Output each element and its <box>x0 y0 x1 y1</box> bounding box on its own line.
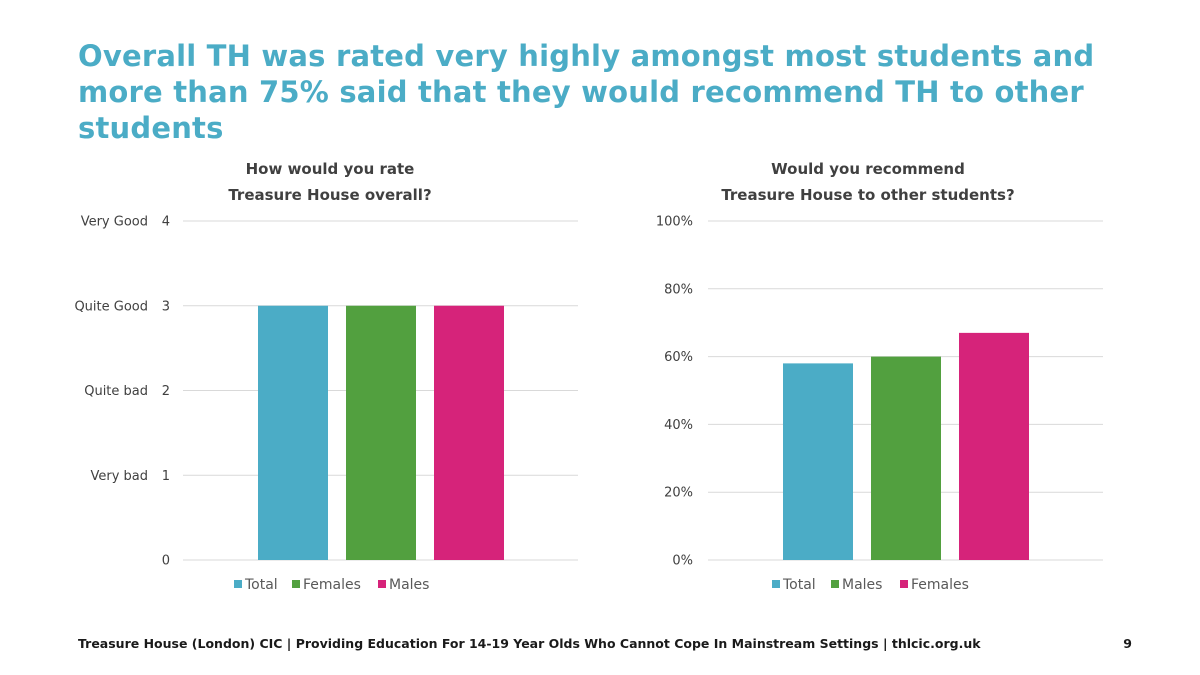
chart1-ycategory-label: Quite bad <box>84 384 148 399</box>
chart2-ytick-label: 80% <box>664 282 693 297</box>
chart2-legend-swatch-females <box>900 580 908 588</box>
chart2-title-line-2: Treasure House to other students? <box>721 186 1014 204</box>
chart2-ytick-label: 20% <box>664 486 693 501</box>
chart1-legend-swatch-females <box>292 580 300 588</box>
page-number: 9 <box>1123 636 1132 651</box>
chart1-legend-label-males: Males <box>389 577 429 593</box>
slide-title: Overall TH was rated very highly amongst… <box>78 39 1095 145</box>
chart2-bar-males <box>871 356 941 560</box>
chart1-bar-males <box>434 305 504 560</box>
chart2-bar-total <box>783 363 853 560</box>
chart1-legend-label-total: Total <box>244 577 278 593</box>
chart1-legend-swatch-males <box>378 580 386 588</box>
chart1-ytick-label: 0 <box>162 554 170 569</box>
chart2-legend-swatch-total <box>772 580 780 588</box>
chart2-legend-label-males: Males <box>842 577 882 593</box>
chart1-title-line-2: Treasure House overall? <box>228 186 431 204</box>
chart1-bar-total <box>258 305 328 560</box>
chart2-ytick-label: 0% <box>672 554 693 569</box>
chart2-ytick-label: 40% <box>664 418 693 433</box>
chart1-legend-label-females: Females <box>303 577 361 593</box>
chart1-bar-females <box>346 305 416 560</box>
chart1-ytick-label: 2 <box>162 384 170 399</box>
chart2-legend-swatch-males <box>831 580 839 588</box>
chart2-title-line-1: Would you recommend <box>771 160 965 178</box>
chart2-bar-females <box>959 332 1029 560</box>
chart2-ytick-label: 100% <box>656 215 693 230</box>
chart1-ycategory-label: Very Good <box>81 215 148 230</box>
chart1-ycategory-label: Quite Good <box>74 299 148 314</box>
chart1-legend-swatch-total <box>234 580 242 588</box>
chart1-ytick-label: 4 <box>162 215 170 230</box>
chart2-legend-label-females: Females <box>911 577 969 593</box>
chart1-ytick-label: 3 <box>162 299 170 314</box>
footer-text: Treasure House (London) CIC | Providing … <box>78 636 981 651</box>
chart1-title-line-1: How would you rate <box>246 160 415 178</box>
chart2-legend-label-total: Total <box>782 577 816 593</box>
chart2-ytick-label: 60% <box>664 350 693 365</box>
chart1-ycategory-label: Very bad <box>90 469 148 484</box>
chart1-ytick-label: 1 <box>162 469 170 484</box>
